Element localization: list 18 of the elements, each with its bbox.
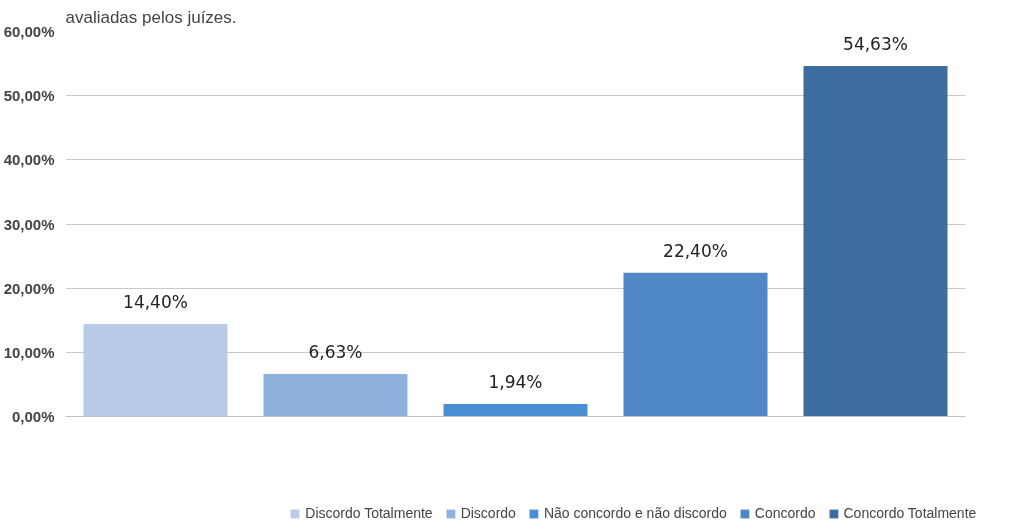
y-tick-label: 20,00% xyxy=(3,279,55,297)
data-label: 22,40% xyxy=(663,240,728,261)
y-tick-label: 0,00% xyxy=(11,408,55,425)
data-label: 6,63% xyxy=(308,341,363,362)
y-tick-label: 60,00% xyxy=(3,23,55,40)
data-label: 14,40% xyxy=(123,292,188,313)
y-tick-label: 50,00% xyxy=(3,87,55,105)
y-tick-label: 10,00% xyxy=(3,343,55,361)
legend-label: Não concordo e não discordo xyxy=(543,505,727,521)
legend-label: Discordo xyxy=(460,505,516,521)
y-tick-label: 30,00% xyxy=(3,215,55,233)
data-label: 54,63% xyxy=(843,33,908,54)
legend-label: Concordo xyxy=(754,505,816,521)
chart-title: avaliadas pelos juízes. xyxy=(65,7,237,27)
legend-label: Concordo Totalmente xyxy=(843,505,977,521)
legend-label: Discordo Totalmente xyxy=(305,505,433,521)
data-label: 1,94% xyxy=(488,372,543,393)
y-tick-label: 40,00% xyxy=(3,151,55,169)
